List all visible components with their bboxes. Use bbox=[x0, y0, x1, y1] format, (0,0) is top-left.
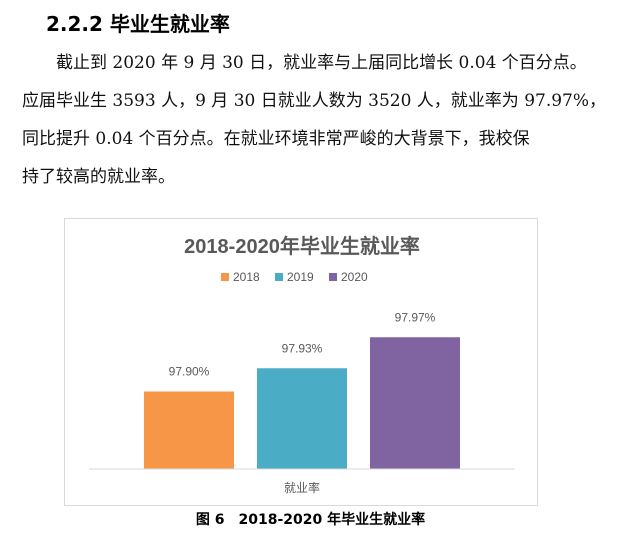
paragraph-line-3: 同比提升 0.04 个百分点。在就业环境非常严峻的大背景下，我校保 bbox=[22, 129, 530, 149]
legend-label-2020: 2020 bbox=[341, 270, 368, 284]
chart-legend: 2018 2019 2020 bbox=[221, 270, 368, 284]
body-paragraph: 截止到 2020 年 9 月 30 日，就业率与上届同比增长 0.04 个百分点… bbox=[22, 44, 607, 196]
legend-label-2019: 2019 bbox=[287, 270, 314, 284]
figure-caption-text: 2018-2020 年毕业生就业率 bbox=[238, 512, 426, 528]
chart-bars: 97.90% 97.93% 97.97% bbox=[144, 310, 460, 469]
bar-chart: 2018-2020年毕业生就业率 2018 2019 2020 97.90%97.9… bbox=[89, 234, 515, 495]
data-label-2019: 97.93% bbox=[282, 341, 323, 355]
legend-swatch-2020 bbox=[329, 273, 337, 281]
section-heading: 2.2.2 毕业生就业率 bbox=[46, 12, 230, 36]
chart-container: 2018-2020年毕业生就业率 2018 2019 2020 97.90% 97.9… bbox=[64, 218, 538, 506]
figure-caption: 图 6 2018-2020 年毕业生就业率 bbox=[0, 509, 621, 529]
bar-2020 bbox=[370, 337, 460, 469]
data-label-2018: 97.90% bbox=[169, 365, 210, 379]
paragraph-line-2: 应届毕业生 3593 人，9 月 30 日就业人数为 3520 人，就业率为 9… bbox=[22, 91, 607, 111]
data-label-2020: 97.97% bbox=[395, 310, 436, 324]
paragraph-line-4: 持了较高的就业率。 bbox=[22, 167, 175, 187]
bar-2018 bbox=[144, 391, 234, 469]
legend-label-2018: 2018 bbox=[233, 270, 260, 284]
legend-swatch-2018 bbox=[221, 273, 229, 281]
x-axis-category-label: 就业率 bbox=[284, 480, 320, 495]
chart-title: 2018-2020年毕业生就业率 bbox=[184, 234, 420, 258]
figure-number: 图 6 bbox=[195, 512, 225, 528]
paragraph-line-1: 截止到 2020 年 9 月 30 日，就业率与上届同比增长 0.04 个百分点… bbox=[56, 53, 587, 73]
bar-2019 bbox=[257, 368, 347, 469]
legend-swatch-2019 bbox=[275, 273, 283, 281]
